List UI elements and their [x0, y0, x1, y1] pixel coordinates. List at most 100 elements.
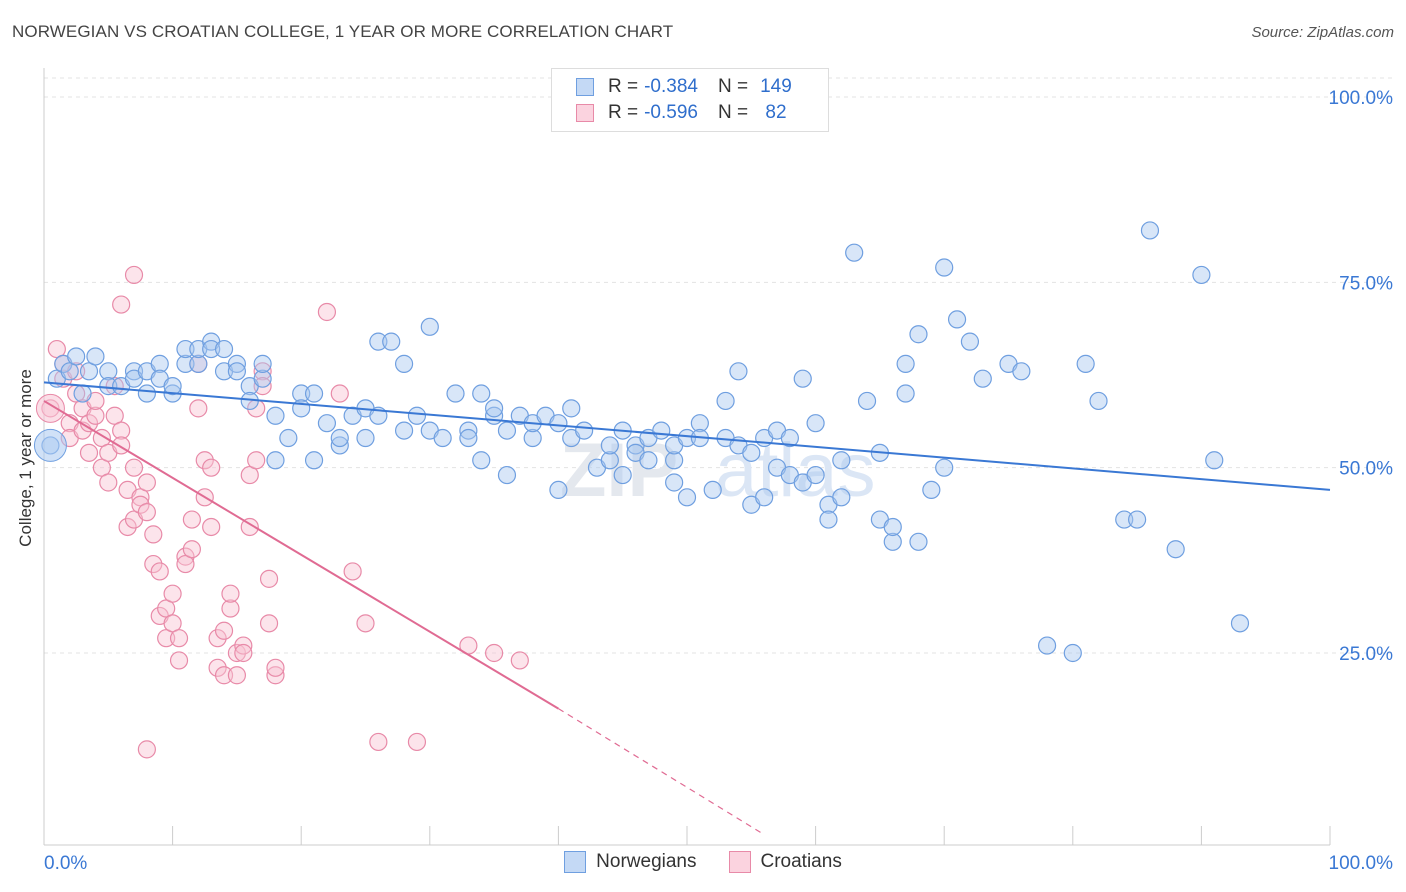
data-point — [780, 428, 799, 448]
data-point — [118, 517, 137, 537]
legend-swatch-norwegians — [576, 78, 594, 96]
data-point — [234, 643, 253, 663]
watermark-zip: ZIP — [560, 428, 678, 513]
data-point — [182, 510, 201, 529]
data-point — [819, 510, 838, 529]
legend-row-croatians: R = -0.596 N = 82 — [576, 101, 787, 125]
data-point — [137, 740, 156, 759]
legend-item-croatians[interactable]: Croatians — [728, 851, 842, 873]
data-point — [99, 362, 118, 381]
data-point — [234, 636, 253, 655]
data-point — [1205, 451, 1224, 470]
data-point — [144, 525, 163, 544]
data-point — [857, 391, 877, 411]
data-point — [195, 451, 214, 470]
data-point — [202, 517, 221, 537]
data-point — [459, 421, 478, 440]
y-tick-label: 25.0% — [1339, 644, 1393, 665]
chart-title: NORWEGIAN VS CROATIAN COLLEGE, 1 YEAR OR… — [12, 22, 674, 41]
data-point — [137, 503, 156, 522]
data-point — [330, 384, 349, 403]
series-legend: Norwegians Croatians — [0, 851, 1406, 873]
data-point — [227, 643, 246, 663]
grid-lines — [44, 77, 1392, 654]
data-point — [613, 465, 632, 485]
data-point — [394, 421, 414, 440]
data-point — [1166, 540, 1185, 559]
data-point — [909, 325, 928, 344]
y-tick-label: 75.0% — [1339, 273, 1393, 294]
data-point — [227, 362, 246, 381]
legend-label-croatians: Croatians — [760, 851, 842, 872]
data-point — [124, 458, 144, 477]
data-point — [124, 265, 144, 285]
data-point — [935, 258, 954, 277]
data-point — [169, 629, 189, 648]
data-point — [259, 569, 279, 588]
data-point — [266, 666, 285, 685]
data-point — [292, 384, 311, 403]
data-point-large — [33, 428, 67, 462]
data-point — [677, 488, 697, 507]
legend-row-norwegians: R = -0.384 N = 149 — [576, 75, 792, 99]
data-point — [1012, 362, 1031, 381]
data-point — [639, 451, 658, 470]
data-point — [131, 495, 150, 514]
data-point — [523, 428, 542, 448]
trend-lines — [43, 381, 1331, 836]
data-point — [330, 428, 349, 448]
watermark-atlas: atlas — [715, 428, 876, 513]
data-point — [259, 614, 279, 633]
data-point — [176, 547, 195, 566]
trend-line-extension — [558, 708, 765, 836]
data-point — [208, 658, 227, 677]
data-point — [317, 414, 337, 433]
data-point — [253, 369, 272, 388]
data-point — [189, 354, 208, 373]
data-point — [150, 354, 169, 373]
data-point — [677, 428, 697, 448]
data-point — [266, 451, 285, 470]
data-point — [189, 399, 208, 418]
legend-r-value: -0.596 — [644, 102, 698, 123]
legend-item-norwegians[interactable]: Norwegians — [564, 851, 697, 873]
data-point — [497, 465, 517, 485]
data-point — [279, 428, 298, 448]
data-point — [227, 354, 246, 373]
data-point — [73, 384, 92, 403]
data-point — [652, 421, 671, 440]
data-point — [729, 362, 748, 381]
data-point — [600, 436, 619, 455]
legend-swatch-croatians — [576, 104, 594, 122]
data-point — [253, 354, 272, 373]
data-point — [703, 480, 722, 500]
tick-labels: 25.0% 50.0% 75.0% 100.0% 0.0% 100.0% — [44, 88, 1393, 874]
data-point — [973, 369, 992, 388]
data-point — [832, 451, 851, 470]
data-point — [253, 362, 272, 381]
data-point — [79, 443, 99, 462]
data-point-large — [35, 393, 65, 423]
data-point — [266, 658, 285, 677]
data-point — [394, 354, 414, 373]
data-point — [600, 451, 619, 470]
source-label: Source: ZipAtlas.com — [1251, 24, 1394, 41]
data-point — [947, 310, 967, 329]
data-point — [485, 643, 504, 663]
legend-n-label: N = — [717, 76, 749, 97]
data-point — [472, 384, 491, 403]
data-point — [1230, 614, 1250, 633]
x-tick-label: 100.0% — [1329, 853, 1394, 874]
legend-n-value: 149 — [760, 76, 792, 97]
data-point — [1115, 510, 1134, 529]
data-point — [253, 377, 272, 396]
data-point — [202, 339, 221, 359]
data-point — [1127, 510, 1147, 529]
data-point — [896, 354, 915, 373]
data-point — [266, 406, 285, 425]
data-point — [883, 532, 902, 551]
data-point — [112, 295, 131, 314]
y-tick-label: 100.0% — [1329, 88, 1394, 109]
data-point — [176, 354, 195, 373]
